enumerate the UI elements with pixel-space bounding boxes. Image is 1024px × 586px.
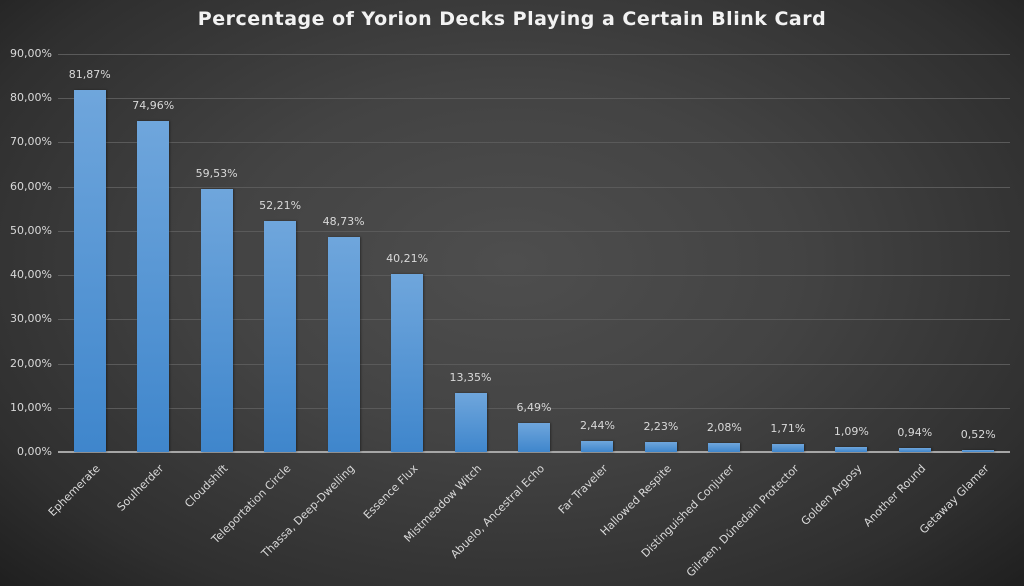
x-tick-label: Golden Argosy: [798, 462, 865, 529]
x-axis-line: [58, 451, 1010, 453]
x-tick-label: Another Round: [860, 462, 929, 530]
data-label: 13,35%: [449, 370, 492, 384]
bar-golden-argosy[interactable]: [835, 447, 868, 452]
bar-ephemerate[interactable]: [73, 89, 106, 452]
gridline: [58, 319, 1010, 321]
y-tick-label: 60,00%: [10, 179, 52, 193]
y-tick-label: 30,00%: [10, 312, 52, 326]
data-label: 59,53%: [195, 166, 238, 180]
y-tick-label: 20,00%: [10, 356, 52, 370]
gridline: [58, 407, 1010, 409]
x-tick-label: Ephemerate: [45, 462, 103, 519]
gridline: [58, 98, 1010, 100]
x-tick-label: Soulherder: [114, 462, 167, 514]
x-tick-label: Getaway Glamer: [917, 462, 992, 537]
data-label: 0,94%: [897, 425, 933, 439]
x-tick-label: Essence Flux: [360, 462, 421, 522]
y-tick-label: 10,00%: [10, 400, 52, 414]
data-label: 0,52%: [960, 427, 996, 441]
bar-cloudshift[interactable]: [200, 188, 233, 452]
y-tick-label: 0,00%: [17, 445, 52, 458]
bar-mistmeadow-witch[interactable]: [454, 392, 487, 452]
bar-another-round[interactable]: [898, 447, 931, 452]
data-label: 1,71%: [770, 422, 806, 436]
y-tick-label: 80,00%: [10, 91, 52, 105]
y-tick-label: 70,00%: [10, 135, 52, 149]
x-tick-label: Gilraen, Dúnedain Protector: [683, 462, 802, 580]
bar-teleportation-circle[interactable]: [264, 221, 297, 452]
bar-essence-flux[interactable]: [391, 274, 424, 452]
x-tick-label: Cloudshift: [181, 462, 231, 511]
bar-hallowed-respite[interactable]: [644, 442, 677, 452]
gridline: [58, 363, 1010, 365]
bar-abuelo-ancestral-echo[interactable]: [518, 423, 550, 452]
data-label: 52,21%: [259, 199, 302, 213]
plot-area: 81,87% 74,96% 59,53% 52,21% 48,73% 40,21% 13,3…: [58, 54, 1010, 453]
y-tick-label: 90,00%: [10, 47, 52, 60]
gridline: [58, 54, 1010, 55]
x-tick-label: Far Traveler: [556, 462, 611, 517]
data-label: 48,73%: [322, 214, 365, 228]
gridline: [58, 142, 1010, 144]
data-label: 6,49%: [516, 401, 552, 415]
bar-getaway-glamer[interactable]: [962, 449, 995, 452]
y-tick-label: 40,00%: [10, 268, 52, 282]
bar-distinguished-conjurer[interactable]: [708, 442, 741, 452]
data-label: 40,21%: [386, 252, 429, 266]
bar-thassa-deep-dwelling[interactable]: [327, 236, 360, 452]
gridline: [58, 275, 1010, 277]
y-tick-label: 50,00%: [10, 223, 52, 237]
data-label: 1,09%: [833, 425, 869, 439]
data-label: 74,96%: [132, 98, 175, 112]
gridline: [58, 230, 1010, 232]
data-label: 2,08%: [706, 420, 742, 434]
data-label: 2,23%: [643, 420, 679, 434]
bar-soulherder[interactable]: [137, 120, 170, 452]
bar-far-traveler[interactable]: [581, 441, 614, 452]
gridline: [58, 186, 1010, 188]
bar-gilraen-d-nedain-protector[interactable]: [771, 444, 804, 452]
chart-title: Percentage of Yorion Decks Playing a Cer…: [197, 8, 827, 30]
data-label: 81,87%: [68, 67, 111, 81]
data-label: 2,44%: [579, 419, 615, 433]
